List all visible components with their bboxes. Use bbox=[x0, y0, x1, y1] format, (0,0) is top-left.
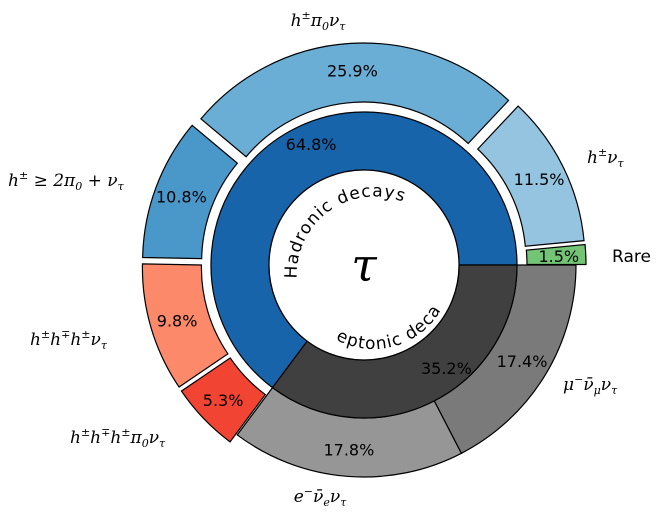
outer-wedge-3 bbox=[142, 124, 239, 260]
outer-pct-label-1: 11.5% bbox=[514, 170, 565, 189]
outer-pct-label-3: 10.8% bbox=[156, 188, 207, 207]
center-tau-symbol: τ bbox=[351, 238, 378, 292]
outer-label-3h-pi0-nu: h±h∓h±π0ντ bbox=[70, 426, 166, 450]
inner-pct-label-hadronic-decays: 64.8% bbox=[286, 135, 337, 154]
outer-label-e-nu-nu: e−ν̄eντ bbox=[294, 485, 347, 509]
center-hole bbox=[268, 169, 460, 361]
outer-pct-label-4: 9.8% bbox=[157, 312, 198, 331]
outer-ring bbox=[141, 42, 587, 478]
outer-pct-label-2: 25.9% bbox=[327, 61, 378, 80]
outer-wedge-0 bbox=[525, 243, 587, 266]
outer-pct-label-5: 5.3% bbox=[203, 391, 244, 410]
outer-wedge-4 bbox=[141, 263, 229, 388]
percent-labels: 1.5% 11.5% 25.9% 10.8% 9.8% 5.3% 17.8% 17.4% 64.… bbox=[156, 61, 579, 459]
inner-pct-label-leptonic-decay: 35.2% bbox=[421, 359, 472, 378]
outer-wedge-2 bbox=[200, 42, 510, 158]
outer-label-mu-nu-nu: μ−ν̄μντ bbox=[563, 373, 618, 397]
outer-wedge-1 bbox=[476, 105, 585, 247]
outer-label-rare: Rare bbox=[612, 247, 651, 267]
outer-label-h-nu: h±ντ bbox=[587, 146, 625, 170]
outer-pct-label-6: 17.8% bbox=[323, 440, 374, 459]
outer-wedge-5 bbox=[180, 357, 267, 443]
outer-pct-label-7: 17.4% bbox=[497, 352, 548, 371]
outer-pct-label-0: 1.5% bbox=[538, 247, 579, 266]
outer-label-h-pi0-nu: h±π0ντ bbox=[291, 9, 347, 33]
outer-label-3h-nu: h±h∓h±ντ bbox=[30, 328, 108, 352]
outer-label-h-2pi0-nu: h± ≥ 2π0 + ντ bbox=[8, 169, 125, 193]
